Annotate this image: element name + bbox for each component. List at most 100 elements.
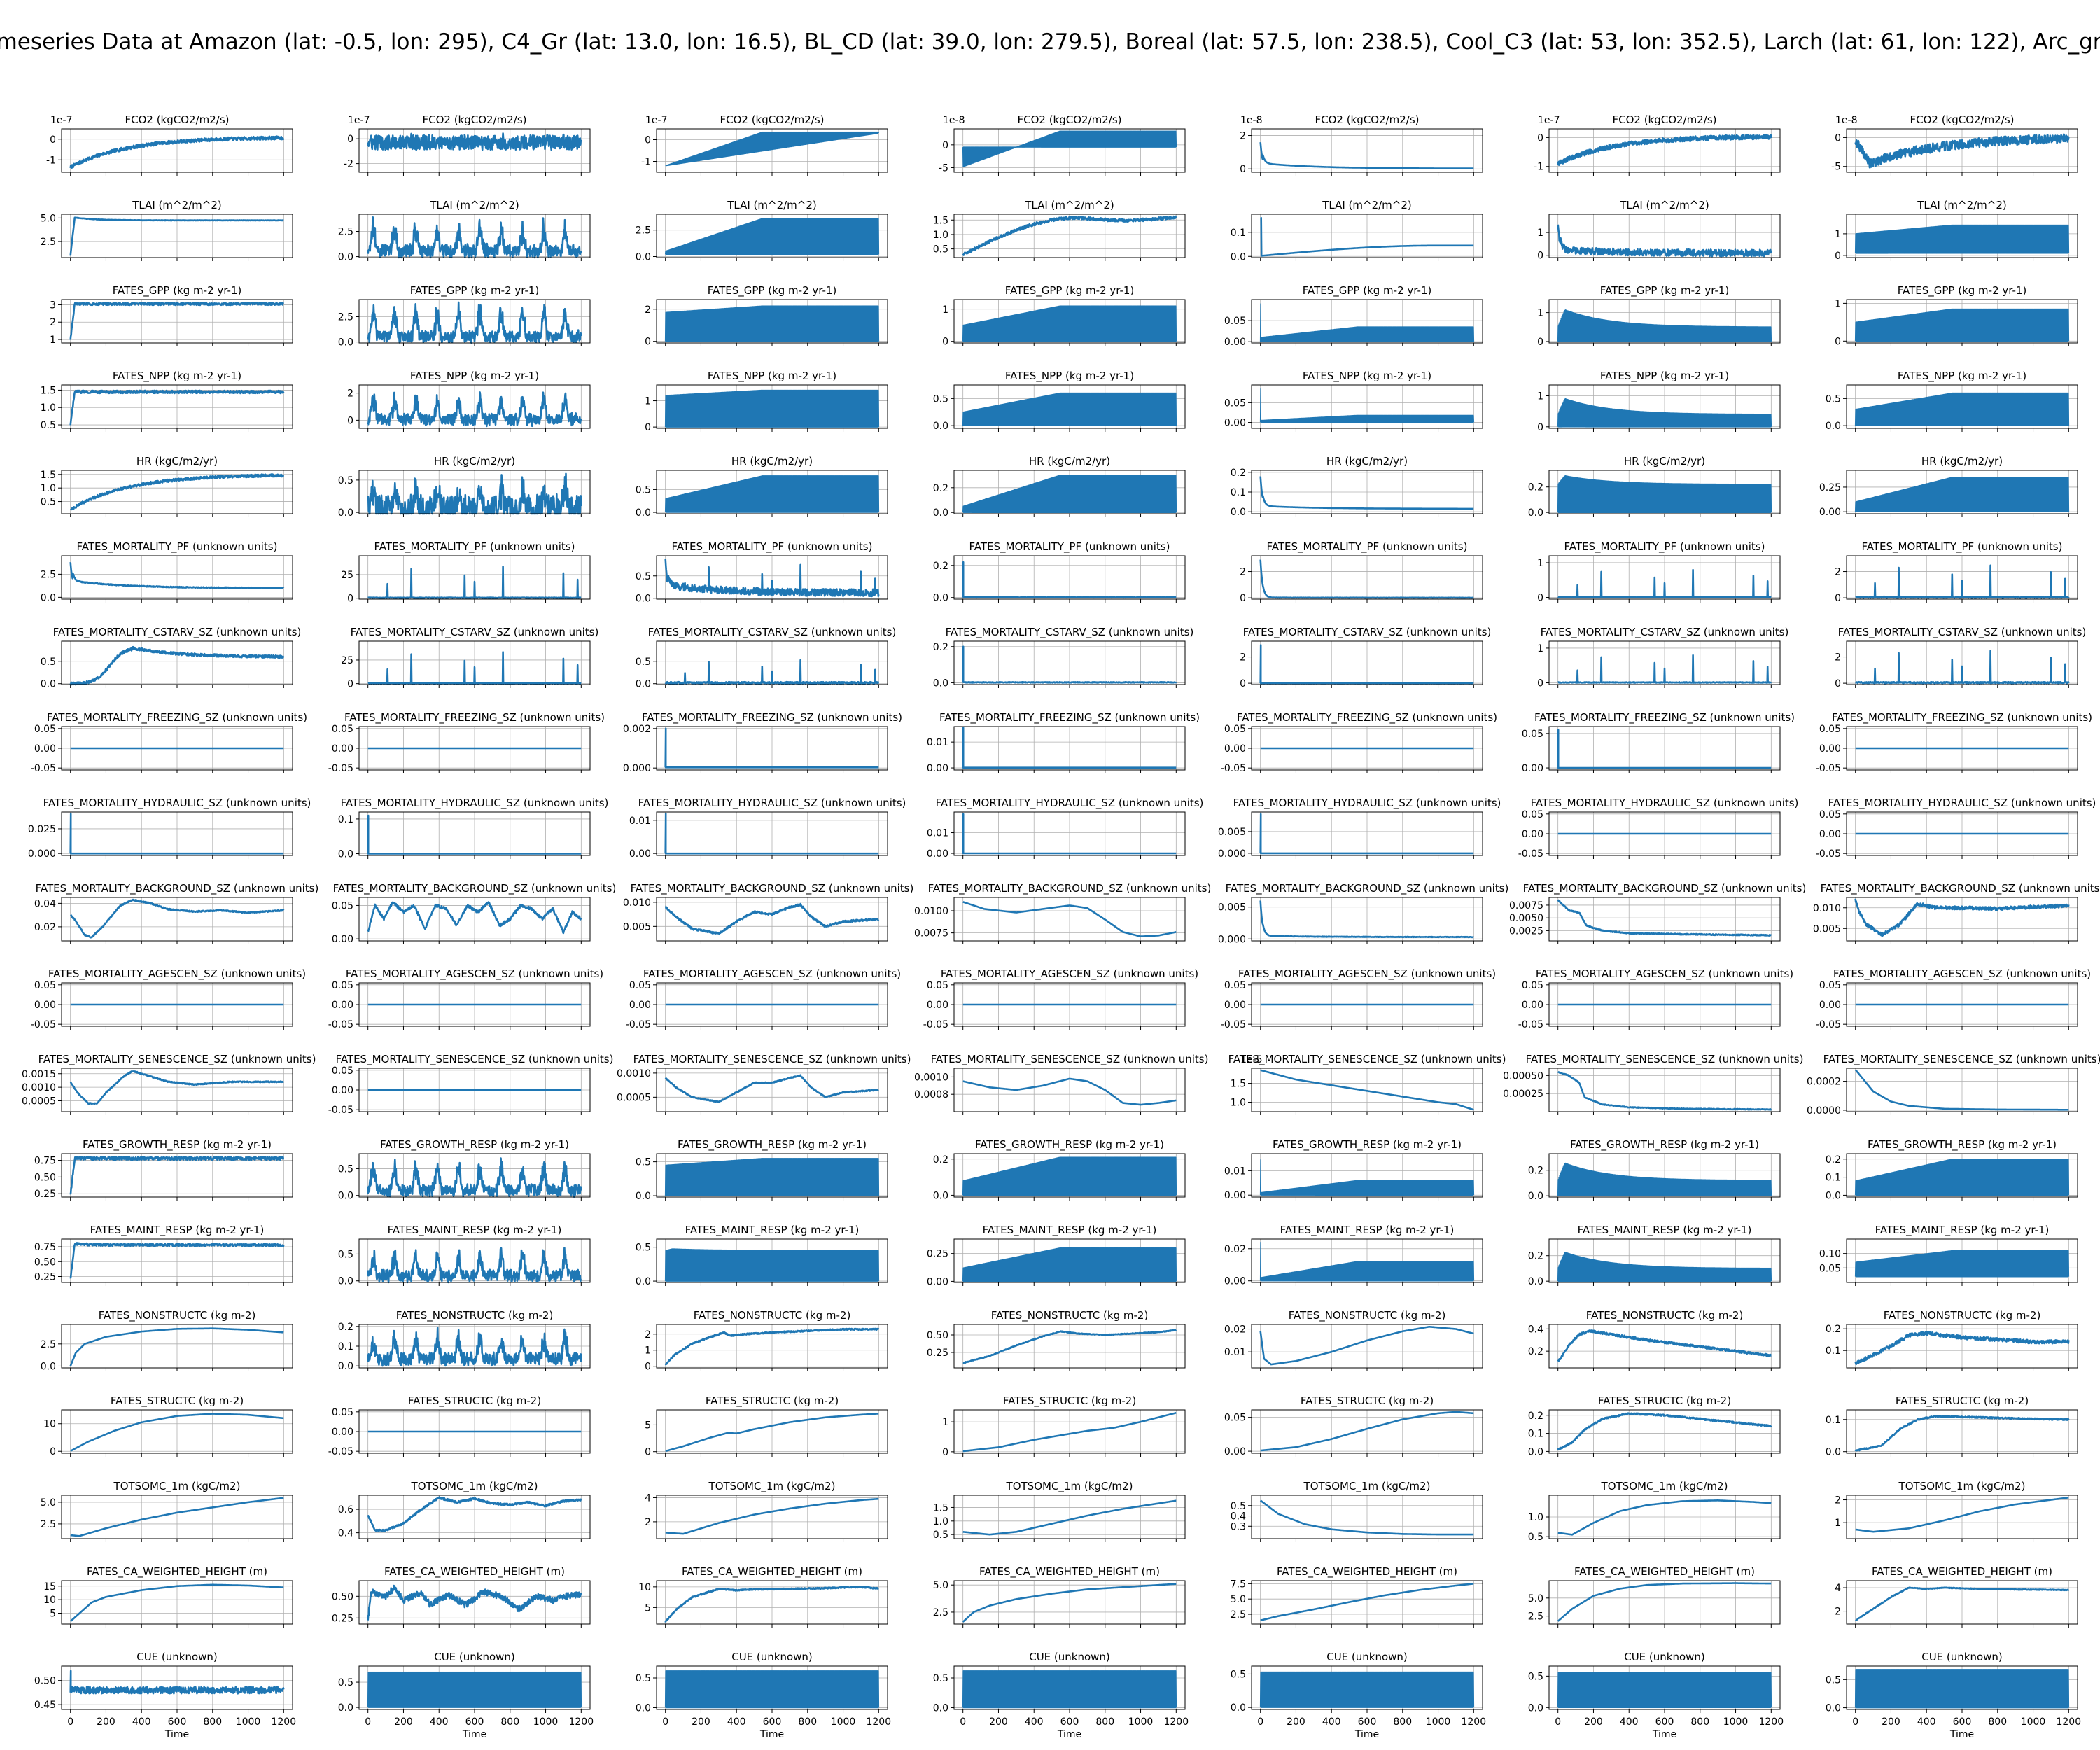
y-tick-label: 0.00 <box>927 1000 948 1011</box>
y-tick-label: 0.01 <box>1224 1347 1246 1358</box>
subplot-title: FATES_NPP (kg m-2 yr-1) <box>113 370 241 383</box>
subplot: CUE (unknown) 0.0 0.5 0 200 400 600 800 1000 1200… <box>338 1651 594 1740</box>
subplot-title: HR (kgC/m2/yr) <box>136 455 218 468</box>
y-tick-label: 10 <box>43 1419 56 1430</box>
subplot: FCO2 (kgCO2/m2/s) -1 0 1e-7 <box>641 113 888 176</box>
y-tick-label: 0.05 <box>1224 980 1246 991</box>
subplot-title: FATES_MORTALITY_BACKGROUND_SZ (unknown u… <box>1821 882 2100 895</box>
subplot: HR (kgC/m2/yr) 0.00 0.25 <box>1819 455 2078 518</box>
series-line <box>1557 475 1772 513</box>
subplot: FATES_CA_WEIGHTED_HEIGHT (m) 0.25 0.50 <box>332 1565 591 1628</box>
series-line <box>962 1499 1177 1536</box>
series-line <box>1259 1499 1475 1536</box>
series-line <box>367 1584 582 1620</box>
y-tick-label: 0.00 <box>1224 743 1246 755</box>
subplot: CUE (unknown) 0.45 0.50 0 200 400 600 800 1000 12… <box>34 1651 296 1740</box>
y-tick-label: -0.05 <box>328 763 354 774</box>
y-tick-label: 0.0 <box>636 679 651 690</box>
y-tick-label: 4 <box>1835 1583 1841 1594</box>
y-tick-label: 0 <box>1537 251 1544 262</box>
y-tick-label: 0.05 <box>1224 1413 1246 1424</box>
y-tick-label: 0.25 <box>34 1189 56 1200</box>
y-tick-label: 0 <box>1537 422 1544 433</box>
subplot: FATES_MORTALITY_FREEZING_SZ (unknown uni… <box>1816 711 2092 774</box>
x-tick-label: 1000 <box>1128 1716 1154 1728</box>
subplot-title: FATES_MORTALITY_HYDRAULIC_SZ (unknown un… <box>936 797 1204 810</box>
y-tick-label: 0.05 <box>332 724 354 735</box>
subplot-title: FATES_MORTALITY_FREEZING_SZ (unknown uni… <box>1534 711 1795 724</box>
series-line <box>367 901 582 934</box>
subplot: CUE (unknown) 0.0 0.5 0 200 400 600 800 1000 1200… <box>1528 1651 1784 1740</box>
x-tick-label: 800 <box>203 1716 222 1728</box>
subplot: FATES_MORTALITY_CSTARV_SZ (unknown units… <box>41 626 302 690</box>
y-tick-label: 0.5 <box>338 1163 354 1175</box>
subplot: FATES_GPP (kg m-2 yr-1) 0 1 <box>942 284 1186 348</box>
y-tick-label: 0.000 <box>28 848 56 860</box>
subplot: FATES_STRUCTC (kg m-2) 0.0 0.1 <box>1826 1394 2078 1458</box>
subplot: FATES_NPP (kg m-2 yr-1) 0.0 0.5 <box>1826 370 2078 432</box>
subplot-title: FCO2 (kgCO2/m2/s) <box>422 113 526 126</box>
subplot-title: FATES_CA_WEIGHTED_HEIGHT (m) <box>1277 1565 1457 1578</box>
y-tick-label: 5.0 <box>1528 1593 1544 1604</box>
subplot: FATES_NPP (kg m-2 yr-1) 0 1 <box>1537 370 1781 433</box>
y-tick-label: 0.1 <box>1231 487 1246 498</box>
x-tick-label: 400 <box>132 1716 151 1728</box>
subplot-title: CUE (unknown) <box>732 1651 813 1663</box>
subplot-title: FATES_MORTALITY_BACKGROUND_SZ (unknown u… <box>631 882 914 895</box>
subplot: FCO2 (kgCO2/m2/s) -1 0 1e-7 <box>46 113 293 176</box>
series-line <box>664 1497 880 1535</box>
x-tick-label: 600 <box>465 1716 484 1728</box>
y-tick-label: 0.0075 <box>914 928 948 939</box>
subplot: FATES_GROWTH_RESP (kg m-2 yr-1) 0.0 0.1 0.2 <box>1826 1138 2078 1201</box>
series-line <box>1557 1672 1772 1709</box>
y-tick-label: 0.2 <box>1528 1251 1544 1262</box>
x-tick-label: 400 <box>727 1716 746 1728</box>
y-tick-label: 0.5 <box>933 244 948 255</box>
subplot-title: FATES_MORTALITY_BACKGROUND_SZ (unknown u… <box>928 882 1212 895</box>
series-line <box>1259 1241 1475 1282</box>
x-axis-label: Time <box>760 1729 784 1740</box>
y-tick-label: 5 <box>645 1420 651 1431</box>
y-tick-label: 0.010 <box>623 897 651 909</box>
y-tick-label: 0.5 <box>933 1673 948 1684</box>
series-line <box>69 562 285 589</box>
y-tick-label: 0 <box>942 140 948 151</box>
y-tick-label: 0 <box>1240 164 1246 175</box>
y-tick-label: 1 <box>645 1345 651 1357</box>
subplot-title: FATES_MORTALITY_AGESCEN_SZ (unknown unit… <box>643 967 901 981</box>
subplot-title: FATES_GROWTH_RESP (kg m-2 yr-1) <box>678 1138 867 1152</box>
subplot: FATES_MORTALITY_CSTARV_SZ (unknown units… <box>1537 626 1788 690</box>
series-line <box>1557 1582 1772 1622</box>
y-tick-label: -1 <box>46 155 56 166</box>
y-tick-label: 0.50 <box>34 1172 56 1183</box>
subplot-title: FATES_NPP (kg m-2 yr-1) <box>1898 370 2026 383</box>
x-tick-label: 400 <box>1620 1716 1639 1728</box>
subplot: TOTSOMC_1m (kgC/m2) 0.5 1.0 1.5 <box>933 1480 1186 1542</box>
subplot: CUE (unknown) 0.0 0.5 0 200 400 600 800 1000 1200… <box>933 1651 1189 1740</box>
y-tick-label: 1.5 <box>41 470 56 481</box>
series-line <box>962 813 1177 855</box>
y-tick-label: 0.2 <box>1826 1154 1841 1166</box>
subplot-title: FATES_GROWTH_RESP (kg m-2 yr-1) <box>83 1138 272 1152</box>
y-tick-label: 1 <box>1537 308 1544 319</box>
y-tick-label: 1 <box>1537 643 1544 654</box>
subplot-title: FATES_MORTALITY_HYDRAULIC_SZ (unknown un… <box>341 797 609 810</box>
y-tick-label: 0 <box>645 1447 651 1458</box>
y-tick-label: 0.00 <box>332 1085 354 1096</box>
series-line <box>1557 654 1772 684</box>
subplot: FATES_MORTALITY_SENESCENCE_SZ (unknown u… <box>328 1053 614 1116</box>
y-tick-label: 0.0 <box>933 1702 948 1714</box>
y-tick-label: 0.0 <box>1826 421 1841 432</box>
y-tick-label: 1.0 <box>41 402 56 414</box>
y-tick-label: 1 <box>50 335 56 346</box>
subplot: TOTSOMC_1m (kgC/m2) 1 2 <box>1835 1480 2078 1542</box>
subplot-title: FATES_STRUCTC (kg m-2) <box>1598 1394 1731 1408</box>
y-tick-label: 0.05 <box>1819 809 1841 820</box>
y-tick-label: 2.5 <box>41 569 56 580</box>
subplot: FATES_STRUCTC (kg m-2) 0.00 0.05 <box>1224 1394 1483 1457</box>
y-tick-label: 0.0 <box>933 507 948 519</box>
subplot: FATES_MAINT_RESP (kg m-2 yr-1) 0.05 0.10 <box>1819 1224 2078 1286</box>
subplot: FATES_MORTALITY_HYDRAULIC_SZ (unknown un… <box>629 797 906 860</box>
y-tick-label: 1 <box>645 396 651 407</box>
y-tick-label: 0.0 <box>338 507 354 519</box>
